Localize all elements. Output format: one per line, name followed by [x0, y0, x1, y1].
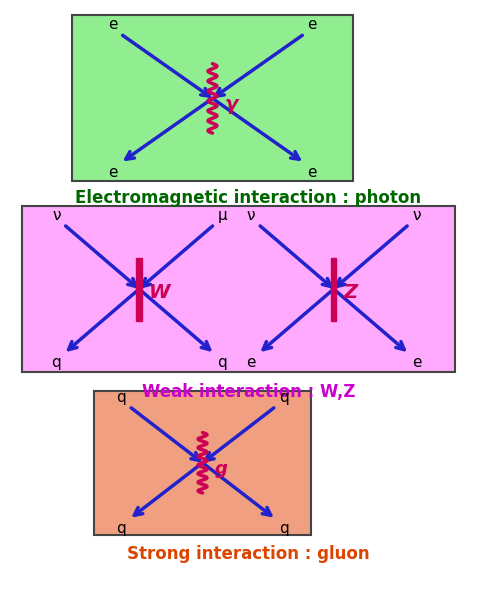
- FancyBboxPatch shape: [72, 15, 353, 181]
- Text: Electromagnetic interaction : photon: Electromagnetic interaction : photon: [76, 189, 421, 207]
- Text: W: W: [149, 283, 170, 301]
- Text: Weak interaction : W,Z: Weak interaction : W,Z: [142, 383, 355, 400]
- Text: q: q: [279, 521, 289, 536]
- Bar: [136, 258, 142, 320]
- FancyBboxPatch shape: [22, 206, 455, 372]
- Text: μ: μ: [218, 208, 227, 223]
- Text: q: q: [279, 390, 289, 405]
- Text: e: e: [307, 17, 317, 32]
- Text: e: e: [108, 17, 118, 32]
- Text: Strong interaction : gluon: Strong interaction : gluon: [127, 545, 370, 563]
- Text: ν: ν: [52, 208, 61, 223]
- Bar: [331, 258, 336, 320]
- Text: Z: Z: [343, 283, 358, 301]
- Text: e: e: [246, 355, 255, 370]
- Text: γ: γ: [225, 95, 238, 114]
- Text: q: q: [218, 355, 227, 370]
- Text: g: g: [215, 460, 228, 478]
- Text: e: e: [307, 165, 317, 180]
- Text: ν: ν: [247, 208, 255, 223]
- Text: q: q: [116, 390, 126, 405]
- FancyBboxPatch shape: [94, 391, 311, 535]
- Text: ν: ν: [412, 208, 420, 223]
- Text: e: e: [412, 355, 421, 370]
- Text: q: q: [51, 355, 61, 370]
- Text: q: q: [116, 521, 126, 536]
- Text: e: e: [108, 165, 118, 180]
